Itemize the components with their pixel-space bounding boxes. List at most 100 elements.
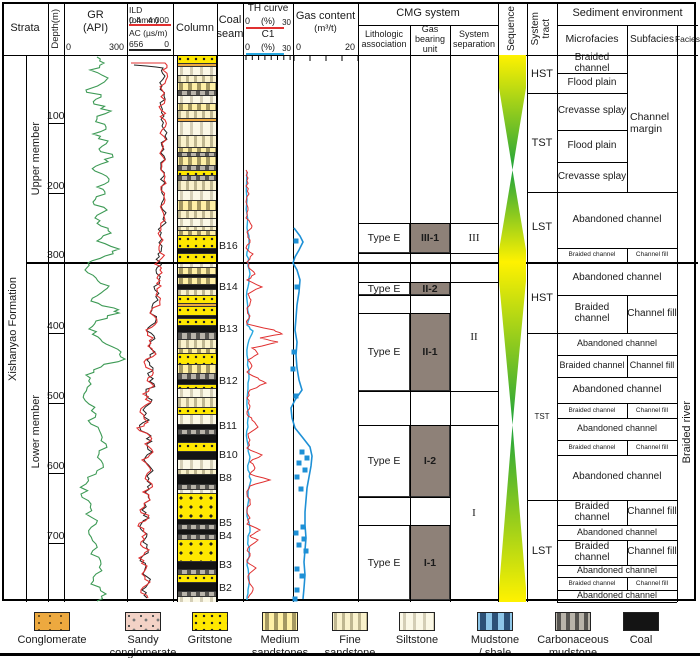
lith-layer-g: [177, 442, 216, 451]
grid-hline: [358, 223, 498, 224]
coal-seam-label-B4: B4: [219, 530, 232, 542]
microfacies-cell: Abandoned channel: [576, 590, 658, 601]
grid-hline: [2, 55, 698, 56]
grid-vline: [243, 2, 244, 602]
depth-tick-label-100: 100: [47, 110, 65, 122]
cmg-gas-unit-I-2: I-2: [410, 425, 450, 497]
header-facies: Facies: [674, 34, 700, 45]
grid-hline: [557, 540, 677, 541]
cell-divider: [627, 540, 628, 565]
depth-tick-line: [48, 543, 64, 544]
header-depth: Depth(m): [49, 8, 61, 49]
header-cmg-lithologic: Lithologic association: [361, 29, 407, 49]
coal-seam-label-B10: B10: [219, 449, 238, 461]
coal-label-1: Coal: [218, 13, 242, 26]
c1-scale-line: [246, 53, 284, 55]
cmg-gas-unit-II-2: II-2: [410, 282, 450, 295]
grid-hline: [557, 262, 677, 263]
grid-hline: [557, 248, 677, 249]
c1-min: 0: [245, 42, 251, 52]
lith-layer-f: [177, 289, 216, 295]
gr-min: 0: [66, 42, 72, 52]
header-cmg-separation: System separation: [452, 29, 496, 49]
system-tract-LST: LST: [531, 221, 553, 233]
grid-hline: [557, 577, 677, 578]
lith-layer-f: [177, 180, 216, 190]
cmg-separation-II: II: [470, 330, 478, 343]
cell-divider: [627, 248, 628, 262]
grid-vline: [177, 55, 178, 602]
lith-layer-g: [177, 574, 216, 582]
grid-hline: [358, 253, 498, 254]
legend-item-f: Fine sandstone: [302, 612, 398, 658]
microfacies-cell: Braided channel: [574, 540, 610, 563]
formation-label: Xishanyao Formation: [7, 276, 20, 381]
lith-layer-c: [177, 332, 216, 339]
grid-vline: [627, 55, 628, 192]
lith-layer-G: [177, 539, 216, 561]
depth-tick-label-300: 300: [47, 249, 65, 261]
grid-hline: [358, 600, 498, 601]
lith-layer-c: [177, 373, 216, 379]
legend-swatch-m: [262, 612, 298, 631]
grid-hline: [557, 590, 677, 591]
cell-divider: [627, 500, 628, 525]
lith-layer-s: [177, 121, 216, 135]
system-tract-LST: LST: [531, 545, 553, 557]
lith-layer-g: [177, 407, 216, 414]
lith-layer-f: [177, 110, 216, 118]
grid-hline: [557, 130, 627, 131]
legend-label: Fine sandstone: [325, 634, 376, 658]
lith-layer-G: [177, 493, 216, 519]
lith-layer-m: [177, 200, 216, 210]
coal-seam-label-B12: B12: [219, 375, 238, 387]
subfacies-cell: Channel fill: [627, 546, 677, 558]
ac-scale-line: [129, 49, 171, 51]
cell-divider: [627, 403, 628, 418]
lith-layer-f: [177, 226, 216, 230]
figure-border: [2, 2, 696, 601]
lith-layer-s: [177, 218, 216, 226]
microfacies-cell: Flood plain: [567, 76, 617, 88]
subfacies-cell: Channel fill: [635, 406, 669, 414]
lith-layer-k: [177, 248, 216, 253]
lith-layer-g: [177, 295, 216, 303]
ild-scale-line: [129, 24, 171, 26]
header-system-tract-2: tract: [541, 18, 552, 39]
header-cmg: CMG system: [396, 6, 460, 19]
header-sequence: Sequence: [506, 5, 518, 52]
lith-layer-c: [177, 90, 216, 95]
cmg-separation-I: I: [472, 506, 476, 519]
header-th-c1: TH curve 0 (%) 30 C1 0 (%) 30: [243, 2, 293, 55]
microfacies-cell: Braided channel: [568, 406, 616, 414]
header-column: Column: [176, 21, 214, 34]
lith-layer-s: [177, 596, 216, 602]
cmg-lithologic-cell: Type E: [358, 425, 410, 497]
depth-tick-label-700: 700: [47, 530, 65, 542]
grid-hline: [557, 295, 677, 296]
depth-tick-line: [48, 193, 64, 194]
grid-hline: [557, 355, 677, 356]
lith-layer-k: [177, 434, 216, 442]
gr-title: GR: [87, 8, 104, 21]
microfacies-cell: Braided channel: [574, 302, 610, 324]
lith-layer-f: [177, 210, 216, 218]
grid-vline: [26, 55, 27, 602]
lower-member-label: Lower member: [30, 395, 43, 469]
lith-layer-c: [177, 524, 216, 529]
grid-vline: [527, 2, 528, 602]
legend-item-m: Medium sandstones: [232, 612, 328, 658]
header-cmg-gas-unit: Gas bearing unit: [414, 24, 446, 54]
cmg-gas-unit-III-1: III-1: [410, 223, 450, 253]
grid-hline: [527, 93, 557, 94]
grid-hline: [557, 162, 627, 163]
legend-swatch-mu: [477, 612, 513, 631]
ild-min: 0.4: [129, 15, 141, 25]
lith-layer-c: [177, 484, 216, 489]
lith-layer-c: [177, 569, 216, 574]
lith-layer-m: [177, 348, 216, 353]
grid-hline: [557, 455, 677, 456]
cell-divider: [627, 295, 628, 333]
legend-swatch-g: [192, 612, 228, 631]
lith-layer-s: [177, 95, 216, 103]
